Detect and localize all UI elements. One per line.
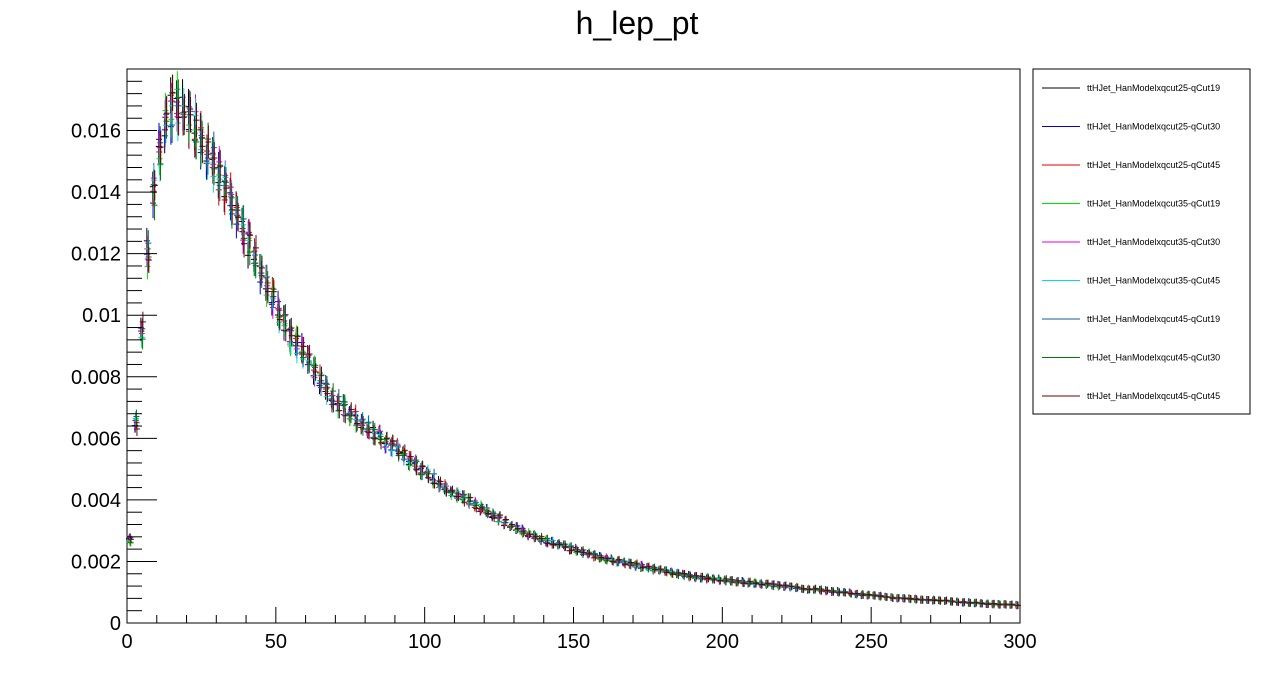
chart-title: h_lep_pt (576, 5, 699, 41)
legend-item: ttHJet_HanModelxqcut35-qCut30 (1042, 237, 1220, 247)
legend-label: ttHJet_HanModelxqcut35-qCut45 (1087, 276, 1220, 286)
y-tick-label: 0 (110, 613, 121, 635)
legend-item: ttHJet_HanModelxqcut45-qCut45 (1042, 391, 1220, 401)
legend-item: ttHJet_HanModelxqcut25-qCut30 (1042, 122, 1220, 132)
legend-item: ttHJet_HanModelxqcut35-qCut45 (1042, 276, 1220, 286)
y-tick-label: 0.016 (71, 121, 121, 143)
y-tick-label: 0.01 (82, 305, 121, 327)
axes: 0 50 100 150 200 250 300 0 0.002 0.004 0.006 0.008 0… (71, 80, 1037, 653)
x-tick-label: 50 (265, 631, 287, 653)
legend-item: ttHJet_HanModelxqcut45-qCut19 (1042, 314, 1220, 324)
y-tick-label: 0.014 (71, 182, 121, 204)
series-9 (127, 75, 1022, 610)
data-layer (125, 71, 1022, 610)
x-tick-label: 150 (557, 631, 590, 653)
legend-label: ttHJet_HanModelxqcut45-qCut45 (1087, 391, 1220, 401)
plot-frame (126, 68, 1021, 624)
legend-label: ttHJet_HanModelxqcut45-qCut30 (1087, 353, 1220, 363)
legend-label: ttHJet_HanModelxqcut25-qCut19 (1087, 83, 1220, 93)
x-tick-label: 300 (1003, 631, 1036, 653)
x-tick-label: 200 (706, 631, 739, 653)
x-tick-label: 0 (121, 631, 132, 653)
legend-label: ttHJet_HanModelxqcut35-qCut30 (1087, 237, 1220, 247)
legend-label: ttHJet_HanModelxqcut45-qCut19 (1087, 314, 1220, 324)
series-8 (127, 74, 1021, 609)
legend-item: ttHJet_HanModelxqcut45-qCut30 (1042, 353, 1220, 363)
y-tick-label: 0.004 (71, 490, 121, 512)
series-1 (125, 77, 1020, 609)
plot-area (126, 68, 1021, 624)
series-5 (126, 82, 1021, 610)
legend-item: ttHJet_HanModelxqcut25-qCut45 (1042, 160, 1220, 170)
legend-label: ttHJet_HanModelxqcut35-qCut19 (1087, 199, 1220, 209)
legend-label: ttHJet_HanModelxqcut25-qCut30 (1087, 122, 1220, 132)
series-2 (126, 83, 1020, 609)
series-7 (127, 87, 1021, 609)
y-tick-label: 0.006 (71, 428, 121, 450)
y-tick-label: 0.002 (71, 551, 121, 573)
x-tick-label: 100 (408, 631, 441, 653)
legend: ttHJet_HanModelxqcut25-qCut19 ttHJet_HanM… (1032, 68, 1251, 415)
y-tick-label: 0.008 (71, 367, 121, 389)
y-tick-label: 0.012 (71, 244, 121, 266)
series-4 (126, 71, 1020, 609)
legend-label: ttHJet_HanModelxqcut25-qCut45 (1087, 160, 1220, 170)
legend-item: ttHJet_HanModelxqcut25-qCut19 (1042, 83, 1220, 93)
legend-item: ttHJet_HanModelxqcut35-qCut19 (1042, 199, 1220, 209)
series-6 (127, 87, 1021, 609)
series-3 (126, 83, 1020, 610)
x-tick-label: 250 (854, 631, 887, 653)
